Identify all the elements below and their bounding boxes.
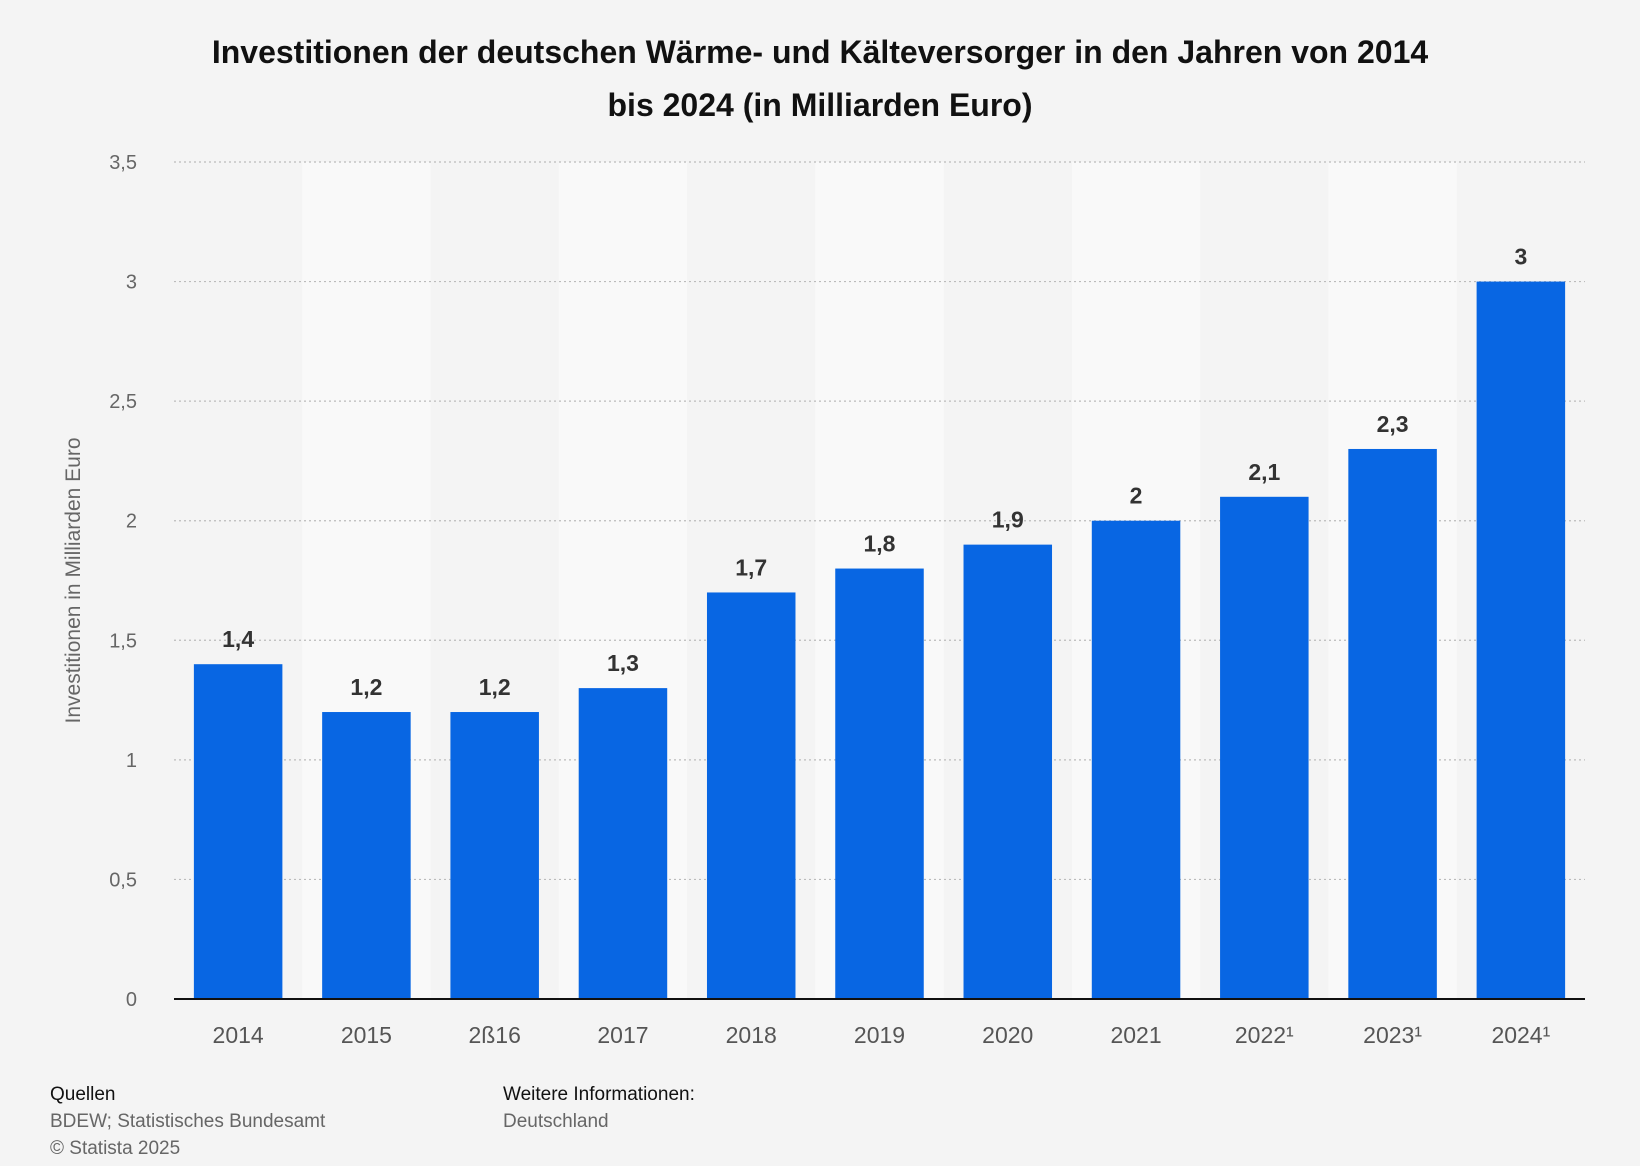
x-tick-label: 2ß16 [468,1022,520,1048]
x-tick-label: 2023¹ [1363,1022,1422,1048]
bar-2022¹[interactable] [1220,496,1309,999]
x-tick-label: 2020 [982,1022,1033,1048]
x-tick-label: 2019 [854,1022,905,1048]
data-label: 1,2 [350,674,382,700]
data-label: 1,2 [479,674,511,700]
bar-2017[interactable] [578,688,668,999]
x-tick-label: 2022¹ [1235,1022,1294,1048]
y-tick-label: 1,5 [109,630,137,652]
bar-2021[interactable] [1091,520,1181,999]
chart-title: Investitionen der deutschen Wärme- und K… [0,26,1640,132]
data-label: 3 [1514,244,1527,270]
x-tick-label: 2017 [597,1022,648,1048]
y-tick-label: 2 [126,511,137,533]
bar-2015[interactable] [322,712,411,999]
bar-2020[interactable] [963,544,1053,999]
x-tick-label: 2018 [726,1022,777,1048]
data-label: 2,3 [1377,411,1409,437]
sources-text[interactable]: BDEW; Statistisches Bundesamt [50,1111,326,1132]
info-text: Deutschland [503,1111,609,1132]
data-label: 1,3 [607,650,639,676]
data-label: 1,4 [222,626,254,652]
y-tick-label: 0,5 [109,869,137,891]
chart-title-line-2: bis 2024 (in Milliarden Euro) [607,87,1033,123]
bar-2023¹[interactable] [1348,448,1437,999]
x-tick-label: 2024¹ [1491,1022,1550,1048]
bar-2018[interactable] [706,592,796,999]
data-label: 2,1 [1248,459,1280,485]
bar-2ß16[interactable] [450,712,539,999]
bar-2019[interactable] [835,568,924,999]
x-tick-label: 2014 [213,1022,264,1048]
y-tick-label: 3 [126,272,137,294]
info-heading: Weitere Informationen: [503,1084,695,1105]
bar-2024¹[interactable] [1476,281,1566,1000]
data-label: 2 [1130,483,1143,509]
y-tick-label: 0 [126,989,137,1011]
y-tick-label: 3,5 [109,152,137,174]
chart-title-line-1: Investitionen der deutschen Wärme- und K… [211,34,1429,70]
y-axis-label: Investitionen in Milliarden Euro [62,438,85,724]
copyright: © Statista 2025 [50,1138,181,1159]
x-tick-label: 2015 [341,1022,392,1048]
data-label: 1,7 [735,554,767,580]
sources-heading: Quellen [50,1084,116,1105]
info-block: Weitere Informationen: Deutschland [503,1081,695,1135]
x-tick-label: 2021 [1110,1022,1161,1048]
y-tick-label: 1 [126,750,137,772]
sources-block: Quellen BDEW; Statistisches Bundesamt © … [50,1081,325,1162]
y-tick-label: 2,5 [109,391,137,413]
bar-2014[interactable] [193,664,283,999]
data-label: 1,9 [992,507,1024,533]
data-label: 1,8 [864,531,896,557]
